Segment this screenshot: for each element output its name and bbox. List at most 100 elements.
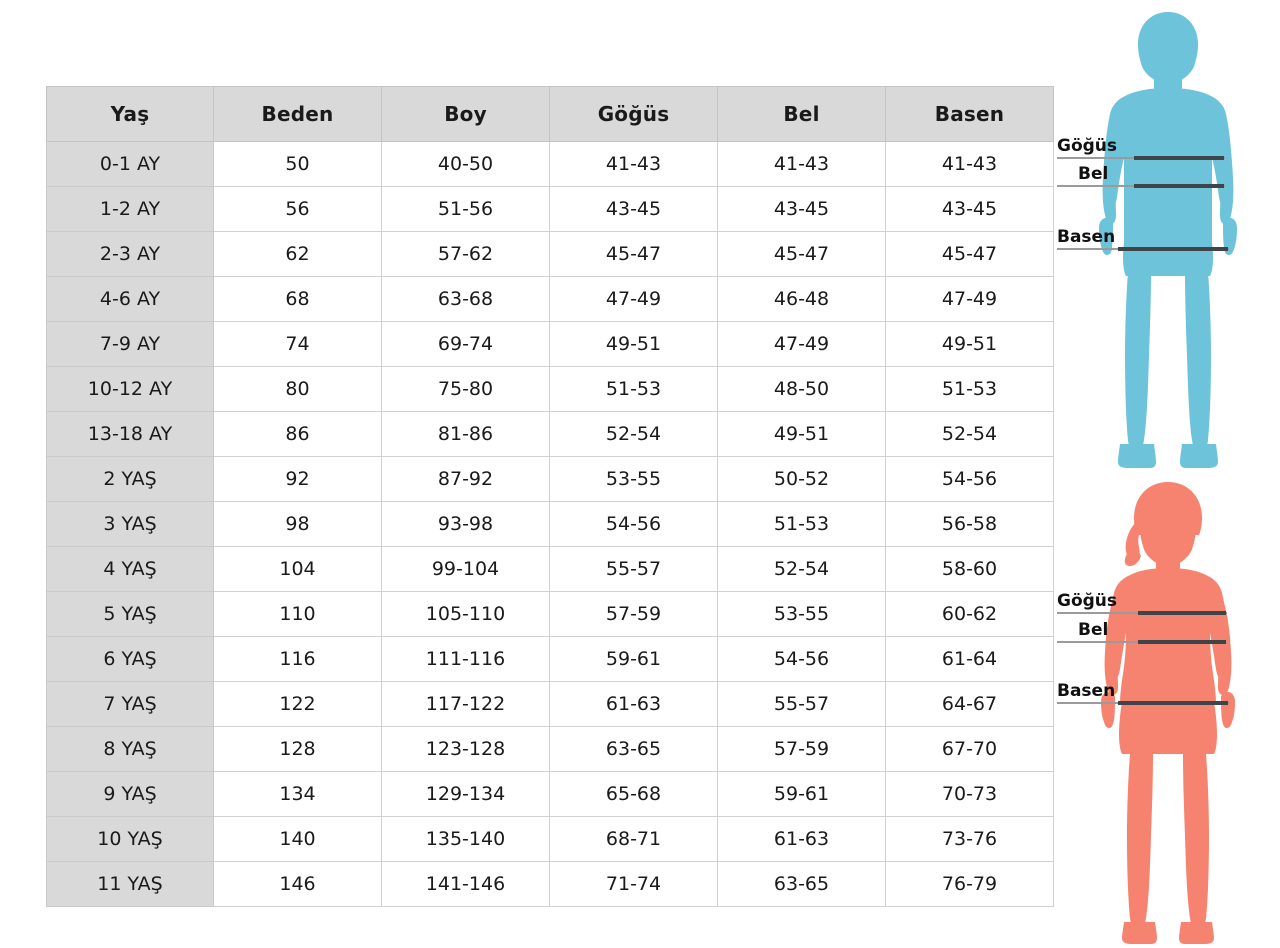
table-row: 13-18 AY 86 81-86 52-54 49-51 52-54 — [46, 411, 1054, 457]
cell-beden: 116 — [213, 636, 382, 682]
cell-gogus: 59-61 — [549, 636, 718, 682]
cell-age: 2-3 AY — [46, 231, 214, 277]
cell-age: 2 YAŞ — [46, 456, 214, 502]
cell-boy: 51-56 — [381, 186, 550, 232]
cell-age: 5 YAŞ — [46, 591, 214, 637]
table-row: 1-2 AY 56 51-56 43-45 43-45 43-45 — [46, 186, 1054, 232]
cell-boy: 99-104 — [381, 546, 550, 592]
cell-bel: 43-45 — [717, 186, 886, 232]
cell-gogus: 52-54 — [549, 411, 718, 457]
cell-age: 10 YAŞ — [46, 816, 214, 862]
cell-gogus: 49-51 — [549, 321, 718, 367]
female-body-silhouette-icon — [1101, 482, 1235, 944]
cell-beden: 134 — [213, 771, 382, 817]
table-row: 3 YAŞ 98 93-98 54-56 51-53 56-58 — [46, 501, 1054, 547]
cell-basen: 76-79 — [885, 861, 1054, 907]
cell-boy: 123-128 — [381, 726, 550, 772]
cell-age: 1-2 AY — [46, 186, 214, 232]
cell-basen: 56-58 — [885, 501, 1054, 547]
cell-beden: 92 — [213, 456, 382, 502]
cell-beden: 56 — [213, 186, 382, 232]
table-row: 8 YAŞ 128 123-128 63-65 57-59 67-70 — [46, 726, 1054, 772]
table-row: 2-3 AY 62 57-62 45-47 45-47 45-47 — [46, 231, 1054, 277]
cell-basen: 49-51 — [885, 321, 1054, 367]
cell-gogus: 68-71 — [549, 816, 718, 862]
cell-bel: 45-47 — [717, 231, 886, 277]
cell-basen: 67-70 — [885, 726, 1054, 772]
cell-age: 4 YAŞ — [46, 546, 214, 592]
cell-basen: 60-62 — [885, 591, 1054, 637]
female-chest-measure-bar — [1138, 611, 1226, 615]
male-chest-label: Göğüs — [1057, 136, 1118, 156]
cell-bel: 55-57 — [717, 681, 886, 727]
cell-boy: 87-92 — [381, 456, 550, 502]
cell-basen: 41-43 — [885, 141, 1054, 187]
cell-gogus: 43-45 — [549, 186, 718, 232]
cell-bel: 54-56 — [717, 636, 886, 682]
female-waist-measure-bar — [1138, 640, 1226, 644]
column-header-bel: Bel — [717, 86, 886, 142]
cell-age: 10-12 AY — [46, 366, 214, 412]
cell-gogus: 47-49 — [549, 276, 718, 322]
cell-gogus: 41-43 — [549, 141, 718, 187]
table-row: 0-1 AY 50 40-50 41-43 41-43 41-43 — [46, 141, 1054, 187]
cell-age: 6 YAŞ — [46, 636, 214, 682]
cell-basen: 58-60 — [885, 546, 1054, 592]
cell-gogus: 54-56 — [549, 501, 718, 547]
table-row: 4 YAŞ 104 99-104 55-57 52-54 58-60 — [46, 546, 1054, 592]
cell-gogus: 61-63 — [549, 681, 718, 727]
cell-boy: 93-98 — [381, 501, 550, 547]
cell-gogus: 65-68 — [549, 771, 718, 817]
cell-bel: 51-53 — [717, 501, 886, 547]
female-hip-measure-bar — [1118, 701, 1228, 705]
cell-bel: 47-49 — [717, 321, 886, 367]
body-figures-panel: Göğüs Bel Basen — [1056, 0, 1280, 948]
female-waist-label: Bel — [1078, 620, 1109, 640]
cell-age: 11 YAŞ — [46, 861, 214, 907]
cell-bel: 53-55 — [717, 591, 886, 637]
cell-bel: 59-61 — [717, 771, 886, 817]
table-row: 9 YAŞ 134 129-134 65-68 59-61 70-73 — [46, 771, 1054, 817]
cell-bel: 52-54 — [717, 546, 886, 592]
cell-bel: 46-48 — [717, 276, 886, 322]
cell-age: 7-9 AY — [46, 321, 214, 367]
table-body: 0-1 AY 50 40-50 41-43 41-43 41-43 1-2 AY 56 51-5… — [46, 141, 1054, 907]
male-waist-measure-bar — [1134, 184, 1224, 188]
table-row: 4-6 AY 68 63-68 47-49 46-48 47-49 — [46, 276, 1054, 322]
cell-basen: 70-73 — [885, 771, 1054, 817]
cell-beden: 80 — [213, 366, 382, 412]
cell-basen: 52-54 — [885, 411, 1054, 457]
table-row: 7-9 AY 74 69-74 49-51 47-49 49-51 — [46, 321, 1054, 367]
table-row: 7 YAŞ 122 117-122 61-63 55-57 64-67 — [46, 681, 1054, 727]
male-body-silhouette-icon — [1099, 12, 1237, 468]
cell-basen: 54-56 — [885, 456, 1054, 502]
cell-boy: 117-122 — [381, 681, 550, 727]
cell-gogus: 63-65 — [549, 726, 718, 772]
female-hip-label: Basen — [1057, 681, 1116, 701]
cell-basen: 51-53 — [885, 366, 1054, 412]
cell-bel: 63-65 — [717, 861, 886, 907]
table-header-row: Yaş Beden Boy Göğüs Bel Basen — [46, 86, 1054, 142]
cell-basen: 45-47 — [885, 231, 1054, 277]
cell-boy: 129-134 — [381, 771, 550, 817]
cell-gogus: 53-55 — [549, 456, 718, 502]
cell-gogus: 51-53 — [549, 366, 718, 412]
table-row: 2 YAŞ 92 87-92 53-55 50-52 54-56 — [46, 456, 1054, 502]
column-header-beden: Beden — [213, 86, 382, 142]
cell-basen: 47-49 — [885, 276, 1054, 322]
cell-beden: 74 — [213, 321, 382, 367]
cell-age: 13-18 AY — [46, 411, 214, 457]
female-chest-label: Göğüs — [1057, 591, 1118, 611]
cell-beden: 140 — [213, 816, 382, 862]
cell-beden: 104 — [213, 546, 382, 592]
cell-beden: 110 — [213, 591, 382, 637]
table-row: 6 YAŞ 116 111-116 59-61 54-56 61-64 — [46, 636, 1054, 682]
cell-boy: 105-110 — [381, 591, 550, 637]
cell-boy: 135-140 — [381, 816, 550, 862]
size-chart-table-container: Yaş Beden Boy Göğüs Bel Basen 0-1 AY 50 40… — [46, 86, 1054, 907]
cell-beden: 98 — [213, 501, 382, 547]
cell-gogus: 71-74 — [549, 861, 718, 907]
size-chart-table: Yaş Beden Boy Göğüs Bel Basen 0-1 AY 50 40… — [46, 86, 1054, 907]
cell-boy: 81-86 — [381, 411, 550, 457]
cell-bel: 49-51 — [717, 411, 886, 457]
